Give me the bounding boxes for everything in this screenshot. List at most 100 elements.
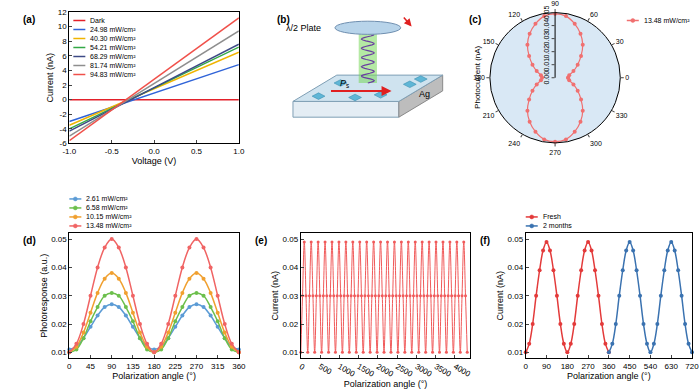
svg-text:2.61 mW/cm²: 2.61 mW/cm² [86,195,128,202]
svg-text:360: 360 [602,362,616,371]
svg-text:90: 90 [551,0,559,7]
svg-text:68.29 mW/cm²: 68.29 mW/cm² [90,53,136,60]
svg-text:-6: -6 [60,139,68,148]
svg-text:0.03: 0.03 [283,292,299,301]
svg-text:6.58 mW/cm²: 6.58 mW/cm² [86,204,128,211]
svg-text:0.01: 0.01 [51,348,67,357]
svg-text:450: 450 [623,362,637,371]
svg-text:0.01: 0.01 [283,348,299,357]
svg-text:630: 630 [665,362,679,371]
svg-text:120: 120 [508,11,520,18]
svg-text:0.01: 0.01 [543,58,550,72]
svg-text:135: 135 [126,362,140,371]
svg-text:13.48 mW/cm²: 13.48 mW/cm² [86,222,132,229]
svg-text:0.03: 0.03 [51,292,67,301]
svg-text:0.02: 0.02 [51,320,67,329]
svg-text:1000: 1000 [336,362,356,379]
svg-text:330: 330 [616,112,628,119]
svg-text:2500: 2500 [394,362,414,379]
svg-text:0.02: 0.02 [508,320,524,329]
svg-text:24.98 mW/cm²: 24.98 mW/cm² [90,26,136,33]
svg-text:Polarization angle (°): Polarization angle (°) [344,379,428,389]
svg-text:0.02: 0.02 [543,45,550,59]
svg-text:45: 45 [86,362,95,371]
svg-text:(c): (c) [469,14,481,25]
svg-text:12: 12 [58,8,67,17]
svg-text:4: 4 [62,66,67,75]
svg-text:180: 180 [147,362,161,371]
svg-text:2 months: 2 months [543,222,572,229]
svg-text:(d): (d) [23,235,36,246]
svg-text:6: 6 [62,52,67,61]
svg-text:240: 240 [508,140,520,147]
svg-text:(f): (f) [480,235,490,246]
svg-text:0.05: 0.05 [508,235,524,244]
svg-text:0.04: 0.04 [51,263,67,272]
svg-text:Voltage (V): Voltage (V) [132,156,177,166]
svg-text:Polarization angle (°): Polarization angle (°) [112,371,196,381]
svg-text:2000: 2000 [375,362,395,379]
svg-text:2: 2 [62,81,67,90]
svg-text:40.30 mW/cm²: 40.30 mW/cm² [90,35,136,42]
svg-text:0: 0 [524,362,529,371]
svg-text:0.05: 0.05 [51,235,67,244]
svg-text:0.04: 0.04 [543,19,550,33]
svg-text:Polarization angle (°): Polarization angle (°) [567,371,651,381]
svg-text:-0.5: -0.5 [105,147,119,156]
svg-text:Photoresponse (a.u.): Photoresponse (a.u.) [39,254,49,338]
svg-text:90: 90 [107,362,116,371]
svg-text:30: 30 [616,38,624,45]
svg-text:1.0: 1.0 [233,147,245,156]
svg-text:540: 540 [644,362,658,371]
svg-text:0.0: 0.0 [149,147,161,156]
svg-text:0.05: 0.05 [283,235,299,244]
svg-text:Current (nA): Current (nA) [495,271,505,321]
svg-text:0: 0 [62,95,67,104]
svg-text:Ag: Ag [419,89,430,99]
svg-text:270: 270 [549,149,561,156]
svg-text:(e): (e) [255,235,267,246]
svg-text:λ/2 Plate: λ/2 Plate [286,23,321,33]
svg-text:60: 60 [590,11,598,18]
svg-text:0.03: 0.03 [508,292,524,301]
svg-text:500: 500 [317,362,334,377]
svg-text:300: 300 [590,140,602,147]
svg-text:(b): (b) [277,14,290,25]
svg-text:10.15 mW/cm²: 10.15 mW/cm² [86,213,132,220]
svg-text:210: 210 [483,112,495,119]
svg-text:81.74 mW/cm²: 81.74 mW/cm² [90,62,136,69]
svg-text:P​s​: P​s​ [340,78,349,89]
svg-text:Dark: Dark [90,17,105,24]
svg-text:90: 90 [542,362,551,371]
svg-text:Current (nA): Current (nA) [45,53,55,103]
svg-text:360: 360 [232,362,246,371]
svg-text:Current (nA): Current (nA) [270,271,280,321]
svg-text:94.83 mW/cm²: 94.83 mW/cm² [90,71,136,78]
svg-text:720: 720 [685,362,699,371]
svg-text:8: 8 [62,37,67,46]
svg-text:315: 315 [211,362,225,371]
svg-text:180: 180 [473,74,485,81]
svg-text:0.5: 0.5 [191,147,203,156]
svg-text:180: 180 [561,362,575,371]
svg-text:3500: 3500 [433,362,453,379]
svg-text:0.01: 0.01 [508,348,524,357]
svg-text:-2: -2 [60,110,68,119]
svg-text:13.48 mW/cm²: 13.48 mW/cm² [644,17,690,24]
svg-text:0.04: 0.04 [283,263,299,272]
svg-text:-1.0: -1.0 [62,147,76,156]
svg-text:0: 0 [625,74,629,81]
svg-text:54.21 mW/cm²: 54.21 mW/cm² [90,44,136,51]
svg-text:3000: 3000 [413,362,433,379]
svg-text:0.05: 0.05 [543,6,550,20]
svg-text:0.02: 0.02 [283,320,299,329]
svg-text:(a): (a) [23,14,35,25]
svg-text:0: 0 [67,362,72,371]
svg-text:0.00: 0.00 [543,71,550,85]
svg-text:-4: -4 [60,125,68,134]
svg-text:0.03: 0.03 [543,32,550,46]
svg-text:225: 225 [169,362,183,371]
svg-text:270: 270 [581,362,595,371]
svg-text:270: 270 [190,362,204,371]
svg-text:1500: 1500 [356,362,376,379]
